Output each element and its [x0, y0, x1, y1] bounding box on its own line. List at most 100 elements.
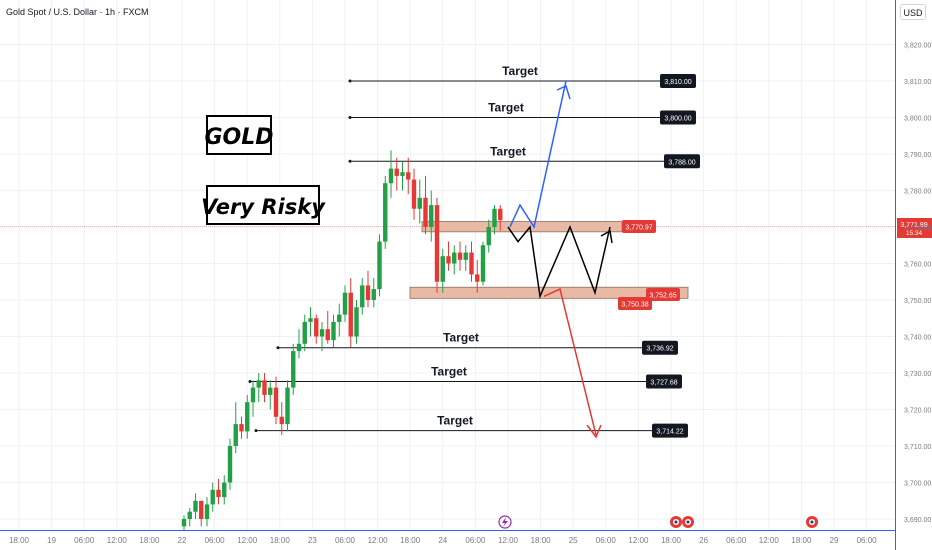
candle-body [187, 511, 192, 519]
y-tick-label: 3,800.00 [904, 116, 931, 123]
zone-price-tag [646, 288, 680, 301]
bearish-projection-arrow [543, 287, 597, 436]
candle-body [302, 321, 307, 344]
x-tick-label: 18:00 [400, 536, 421, 545]
candle-body [429, 205, 434, 227]
candle-body [383, 183, 388, 242]
candle-body [457, 252, 463, 260]
candle-body [250, 387, 256, 403]
countdown-text: 15:34 [906, 230, 923, 237]
target-price-tag [642, 340, 678, 355]
candle-body [492, 208, 497, 227]
zone-price-tag [622, 220, 656, 233]
candle-body [394, 168, 399, 176]
candle-body [452, 252, 457, 264]
target-line-anchor [254, 429, 258, 433]
icon-flash[interactable] [498, 515, 512, 529]
bearish-arrow-head [586, 424, 602, 439]
y-tick-label: 3,770.00 [904, 225, 931, 232]
candle-body [480, 245, 486, 282]
x-tick-label: 06:00 [335, 536, 356, 545]
us-flag-icon[interactable] [682, 516, 694, 528]
x-tick-label: 12:00 [759, 536, 780, 545]
x-tick-label: 18:00 [791, 536, 812, 545]
zone-price-text: 3,752.65 [649, 293, 676, 300]
x-tick-label: 19 [47, 536, 56, 545]
x-tick-label: 22 [178, 536, 187, 545]
gold-label: GOLD [204, 125, 273, 150]
support-zone [409, 286, 689, 299]
candle-body [400, 172, 405, 176]
candle-body [319, 329, 325, 337]
range-zigzag-path [507, 225, 611, 300]
x-tick-label: 18:00 [270, 536, 291, 545]
candle-body [342, 292, 348, 315]
x-tick-label: 26 [699, 536, 708, 545]
candle-body [354, 307, 359, 337]
currency-selector[interactable]: USD [900, 4, 926, 20]
x-tick-label: 12:00 [368, 536, 389, 545]
candle-body [181, 519, 187, 527]
candle-body [331, 321, 336, 341]
y-tick-label: 3,790.00 [904, 152, 931, 159]
candle-body [233, 424, 238, 446]
candle-body [291, 351, 296, 388]
candle-body [486, 227, 491, 246]
target-price-tag [660, 110, 696, 125]
candle-body [245, 402, 250, 432]
y-tick-label: 3,760.00 [904, 262, 931, 269]
zone-price-tag [618, 297, 652, 310]
gold-label-box: GOLD [204, 115, 274, 155]
candle-body [423, 197, 428, 227]
candle-body [440, 256, 445, 282]
candle-body [446, 256, 451, 264]
candle-body [417, 197, 422, 209]
x-tick-label: 23 [308, 536, 317, 545]
candle-body [325, 329, 330, 341]
y-tick-label: 3,780.00 [904, 189, 931, 196]
candle-body [285, 387, 290, 425]
last-price-tag [897, 218, 932, 238]
us-flag-icon[interactable] [670, 516, 682, 528]
risk-label-box: Very Risky [201, 185, 326, 225]
y-tick-label: 3,740.00 [904, 335, 931, 342]
last-price-text: 3,771.89 [900, 222, 927, 229]
candle-body [388, 168, 394, 184]
candle-body [296, 343, 302, 352]
x-tick-label: 06:00 [726, 536, 747, 545]
candle-body [434, 205, 440, 282]
target-price-tag [660, 74, 696, 88]
bullish-arrow-head [556, 84, 571, 100]
x-tick-label: 06:00 [205, 536, 226, 545]
candle-body [199, 500, 204, 519]
target-price-text: 3,727.68 [650, 379, 677, 386]
target-line-anchor [248, 379, 252, 383]
target-label: Target [502, 64, 538, 78]
candle-body [308, 318, 313, 322]
candle-body [216, 489, 221, 498]
candle-body [463, 252, 468, 260]
target-label: Target [437, 414, 473, 428]
target-price-text: 3,800.00 [664, 116, 691, 123]
x-tick-label: 24 [438, 536, 447, 545]
candle-body [498, 208, 503, 221]
risk-label: Very Risky [201, 195, 326, 219]
target-line-anchor [348, 79, 352, 83]
candle-body [193, 500, 198, 512]
chart-title: Gold Spot / U.S. Dollar · 1h · FXCM [6, 7, 149, 17]
y-tick-label: 3,720.00 [904, 408, 931, 415]
candle-body [256, 380, 261, 388]
x-tick-label: 18:00 [531, 536, 552, 545]
candle-body [210, 489, 215, 505]
target-line-anchor [276, 346, 280, 350]
us-flag-icon[interactable] [806, 516, 818, 528]
candle-body [262, 380, 267, 395]
target-price-tag [646, 374, 682, 389]
candle-body [411, 179, 417, 209]
candle-body [239, 424, 244, 432]
candle-body [360, 285, 365, 308]
zone-price-text: 3,750.38 [621, 302, 648, 309]
resistance-zone [421, 221, 623, 233]
